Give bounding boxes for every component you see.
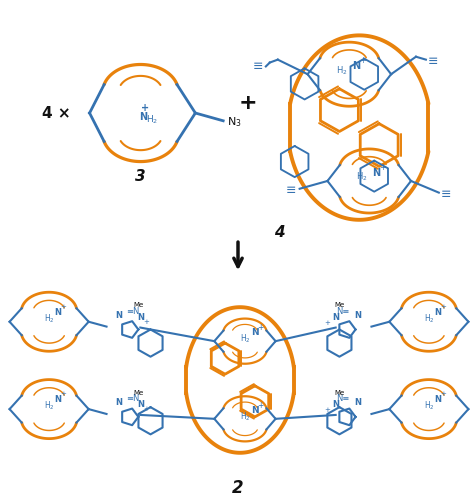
Text: Me: Me [133,302,143,308]
Text: N: N [137,313,144,322]
Text: N: N [139,112,147,122]
Text: +: + [60,392,66,398]
Text: 2: 2 [232,479,243,497]
Text: N: N [137,400,144,409]
Text: Me: Me [334,302,344,308]
Text: ≡: ≡ [440,188,450,201]
Text: ≡N: ≡N [126,307,139,316]
Text: +: + [257,401,264,410]
Text: H$_2$: H$_2$ [355,171,366,183]
Text: H$_2$: H$_2$ [44,312,54,325]
Text: N: N [115,311,122,320]
Text: H$_2$: H$_2$ [146,114,159,126]
Text: ≡: ≡ [285,184,295,197]
Text: N: N [331,313,338,322]
Text: N: N [371,168,379,178]
Text: N: N [331,400,338,409]
Text: +: + [60,304,66,310]
Text: H$_2$: H$_2$ [423,312,433,325]
Text: N: N [54,396,61,404]
Text: 4: 4 [274,224,285,240]
Text: Me: Me [133,390,143,396]
Text: N: N [250,406,258,415]
Text: N: N [434,308,440,317]
Text: N: N [54,308,61,317]
Text: N: N [250,328,258,338]
Text: N: N [353,398,360,407]
Text: +: + [143,406,149,412]
Text: N: N [115,398,122,407]
Text: +: + [439,392,445,398]
Text: +: + [141,103,149,113]
Text: ≡: ≡ [252,60,263,73]
Text: N: N [434,396,440,404]
Text: Me: Me [334,390,344,396]
Text: H$_2$: H$_2$ [335,64,347,76]
Text: +: + [238,94,257,114]
Text: N≡: N≡ [336,394,349,404]
Text: +: + [378,163,385,172]
Text: +: + [143,318,149,324]
Text: H$_2$: H$_2$ [239,410,250,423]
Text: N≡: N≡ [336,307,349,316]
Text: +: + [358,56,365,65]
Text: H$_2$: H$_2$ [239,333,250,345]
Text: N: N [351,62,359,72]
Text: H$_2$: H$_2$ [423,400,433,412]
Text: H$_2$: H$_2$ [44,400,54,412]
Text: N: N [353,311,360,320]
Text: +: + [257,324,264,332]
Text: +: + [324,320,330,326]
Text: 3: 3 [135,170,146,184]
Text: +: + [439,304,445,310]
Text: N$_3$: N$_3$ [227,115,241,128]
Text: +: + [324,407,330,413]
Text: ≡N: ≡N [126,394,139,404]
Text: ≡: ≡ [426,55,437,68]
Text: 4 ×: 4 × [42,106,70,120]
